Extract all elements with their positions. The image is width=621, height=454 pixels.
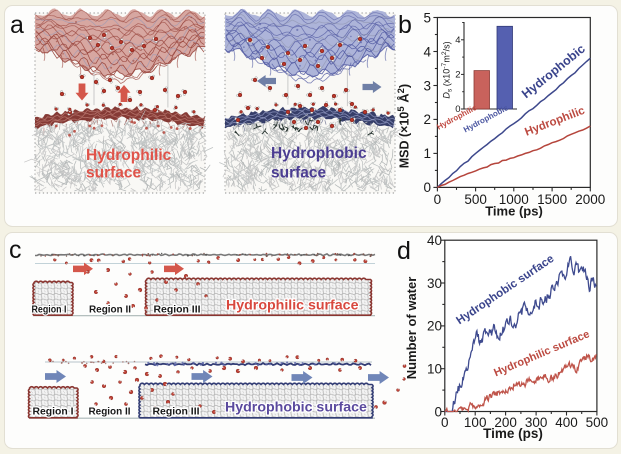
svg-text:Ds (x10-7m2/s): Ds (x10-7m2/s) xyxy=(441,41,454,98)
svg-text:0: 0 xyxy=(434,404,442,419)
svg-text:1000: 1000 xyxy=(499,192,529,207)
svg-text:b: b xyxy=(398,11,412,39)
svg-text:40: 40 xyxy=(427,233,442,248)
svg-text:0: 0 xyxy=(423,180,431,195)
svg-text:MSD (×105 Å2): MSD (×105 Å2) xyxy=(396,84,412,169)
svg-text:surface: surface xyxy=(86,165,142,182)
svg-text:Region II: Region II xyxy=(89,304,131,316)
svg-text:3: 3 xyxy=(423,78,431,93)
svg-text:10: 10 xyxy=(427,362,442,377)
svg-text:0: 0 xyxy=(455,104,460,115)
svg-text:5: 5 xyxy=(423,10,431,25)
svg-text:a: a xyxy=(10,11,24,39)
svg-text:Hydrophilic surface: Hydrophilic surface xyxy=(226,298,359,314)
svg-text:100: 100 xyxy=(464,415,487,430)
svg-text:300: 300 xyxy=(525,415,548,430)
svg-text:1: 1 xyxy=(423,146,431,161)
svg-text:Time (ps): Time (ps) xyxy=(483,426,543,441)
svg-text:Region II: Region II xyxy=(89,406,131,418)
svg-text:2: 2 xyxy=(423,112,431,127)
svg-text:2: 2 xyxy=(455,70,460,81)
svg-text:1500: 1500 xyxy=(537,192,567,207)
svg-text:Hydrophilic: Hydrophilic xyxy=(86,147,172,164)
svg-text:surface: surface xyxy=(271,165,327,182)
svg-text:Hydrophobic surface: Hydrophobic surface xyxy=(225,400,367,416)
svg-text:Hydrophobic: Hydrophobic xyxy=(271,145,367,162)
svg-text:4: 4 xyxy=(455,35,460,46)
svg-text:4: 4 xyxy=(423,44,431,59)
svg-text:c: c xyxy=(9,236,22,264)
svg-text:Region I: Region I xyxy=(32,304,67,316)
svg-text:2000: 2000 xyxy=(575,192,605,207)
svg-text:200: 200 xyxy=(494,415,517,430)
svg-text:Number of water: Number of water xyxy=(404,277,419,380)
svg-text:500: 500 xyxy=(586,415,609,430)
svg-text:Time (ps): Time (ps) xyxy=(485,204,543,219)
svg-text:500: 500 xyxy=(464,192,487,207)
svg-text:Region I: Region I xyxy=(33,406,74,418)
svg-text:20: 20 xyxy=(427,319,442,334)
svg-text:30: 30 xyxy=(427,276,442,291)
svg-text:0: 0 xyxy=(441,415,449,430)
svg-text:Region III: Region III xyxy=(154,304,201,316)
svg-text:Region III: Region III xyxy=(153,406,200,418)
svg-text:d: d xyxy=(397,237,411,265)
svg-text:0: 0 xyxy=(434,192,442,207)
svg-text:400: 400 xyxy=(555,415,578,430)
